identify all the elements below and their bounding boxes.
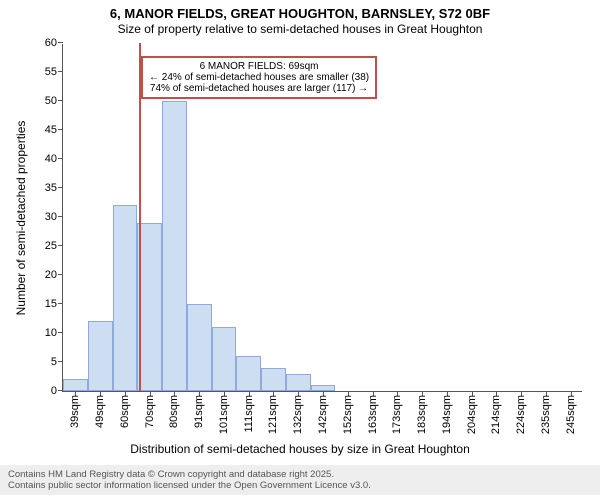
x-tick: 224sqm — [515, 391, 527, 434]
histogram-bar — [187, 304, 212, 391]
x-tick: 101sqm — [218, 391, 230, 434]
y-tick: 20 — [45, 269, 63, 281]
y-tick-mark — [58, 216, 63, 217]
x-tick: 152sqm — [342, 391, 354, 434]
y-axis-label: Number of semi-detached properties — [14, 44, 28, 392]
y-tick: 60 — [45, 37, 63, 49]
y-tick: 30 — [45, 211, 63, 223]
histogram-bar — [63, 379, 88, 391]
footer-line-1: Contains HM Land Registry data © Crown c… — [8, 469, 592, 480]
y-tick: 50 — [45, 95, 63, 107]
x-tick: 194sqm — [441, 391, 453, 434]
histogram-bar — [162, 101, 187, 391]
chart-container: 6, MANOR FIELDS, GREAT HOUGHTON, BARNSLE… — [0, 0, 600, 500]
x-tick: 204sqm — [466, 391, 478, 434]
x-tick: 142sqm — [317, 391, 329, 434]
plot-area: 05101520253035404550556039sqm49sqm60sqm7… — [62, 44, 582, 392]
y-tick: 0 — [51, 385, 63, 397]
y-tick: 35 — [45, 182, 63, 194]
y-tick-mark — [58, 187, 63, 188]
histogram-bar — [311, 385, 336, 391]
x-axis-label: Distribution of semi-detached houses by … — [0, 442, 600, 456]
footer-line-2: Contains public sector information licen… — [8, 480, 592, 491]
x-tick: 235sqm — [540, 391, 552, 434]
y-tick-mark — [58, 100, 63, 101]
y-tick-mark — [58, 158, 63, 159]
histogram-bar — [113, 205, 138, 391]
y-tick-mark — [58, 303, 63, 304]
x-tick: 49sqm — [94, 391, 106, 428]
x-tick: 70sqm — [144, 391, 156, 428]
x-tick: 173sqm — [391, 391, 403, 434]
y-tick-mark — [58, 71, 63, 72]
histogram-bar — [286, 374, 311, 391]
y-tick-mark — [58, 332, 63, 333]
histogram-bar — [236, 356, 261, 391]
x-tick: 60sqm — [119, 391, 131, 428]
callout-box: 6 MANOR FIELDS: 69sqm← 24% of semi-detac… — [141, 56, 377, 99]
y-tick: 40 — [45, 153, 63, 165]
x-tick: 163sqm — [367, 391, 379, 434]
x-tick: 111sqm — [243, 391, 255, 433]
chart-subtitle: Size of property relative to semi-detach… — [0, 22, 600, 36]
x-tick: 183sqm — [416, 391, 428, 434]
chart-footer: Contains HM Land Registry data © Crown c… — [0, 465, 600, 495]
callout-line: 6 MANOR FIELDS: 69sqm — [149, 61, 369, 72]
y-tick: 15 — [45, 298, 63, 310]
y-tick: 45 — [45, 124, 63, 136]
x-tick: 245sqm — [565, 391, 577, 434]
x-tick: 121sqm — [267, 391, 279, 434]
histogram-bar — [88, 321, 113, 391]
callout-line: ← 24% of semi-detached houses are smalle… — [149, 72, 369, 83]
y-tick: 10 — [45, 327, 63, 339]
y-tick: 25 — [45, 240, 63, 252]
x-tick: 132sqm — [292, 391, 304, 434]
y-tick-mark — [58, 245, 63, 246]
y-tick: 55 — [45, 66, 63, 78]
histogram-bar — [261, 368, 286, 391]
x-tick: 214sqm — [490, 391, 502, 434]
callout-line: 74% of semi-detached houses are larger (… — [149, 83, 369, 94]
histogram-bar — [137, 223, 162, 391]
y-tick: 5 — [51, 356, 63, 368]
y-tick-mark — [58, 42, 63, 43]
y-tick-mark — [58, 361, 63, 362]
x-tick: 39sqm — [69, 391, 81, 428]
histogram-bar — [212, 327, 237, 391]
x-tick: 80sqm — [168, 391, 180, 428]
y-tick-mark — [58, 129, 63, 130]
chart-title: 6, MANOR FIELDS, GREAT HOUGHTON, BARNSLE… — [0, 6, 600, 21]
x-tick: 91sqm — [193, 391, 205, 428]
y-tick-mark — [58, 274, 63, 275]
